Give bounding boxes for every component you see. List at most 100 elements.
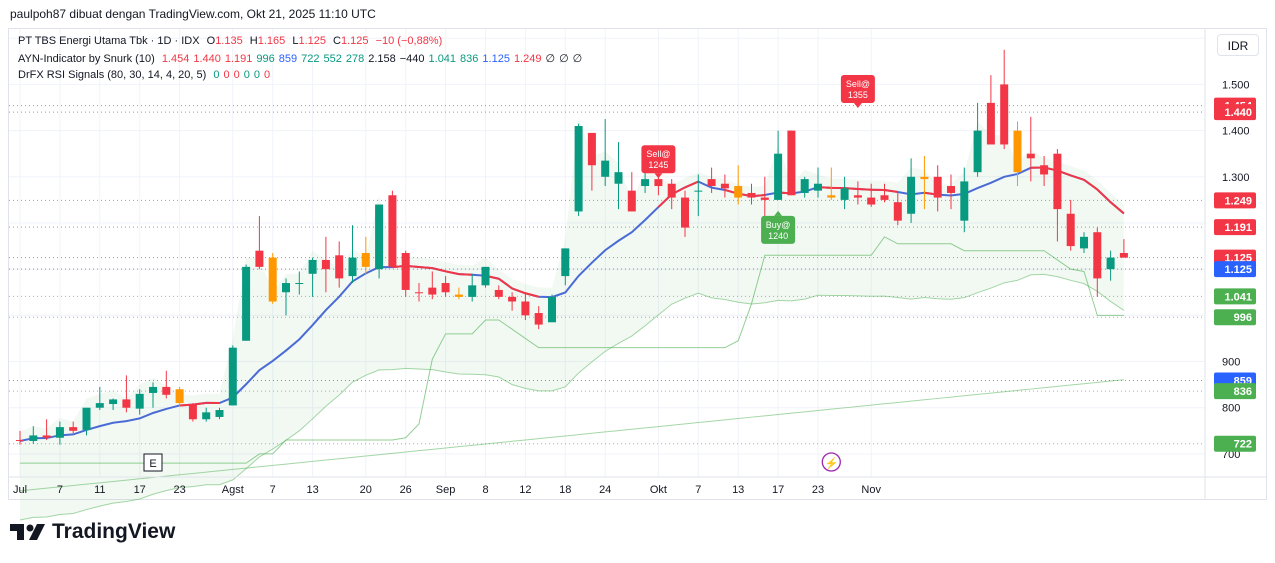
candle-body[interactable] [814,183,822,191]
candle-body[interactable] [774,153,783,200]
candle-body[interactable] [667,183,676,198]
candle-body[interactable] [641,179,650,187]
candle-body[interactable] [654,179,663,187]
candle-body[interactable] [1080,236,1088,249]
dividend-marker[interactable] [821,452,841,472]
indicator-rsi-legend[interactable]: DrFX RSI Signals (80, 30, 14, 4, 20, 5) … [18,69,278,81]
candle-body[interactable] [587,132,596,166]
candle-body[interactable] [1119,253,1128,258]
candle-body[interactable] [574,125,583,212]
candle-body[interactable] [787,130,796,196]
candle-body[interactable] [681,197,689,228]
candle-body[interactable] [468,285,477,297]
candle-body[interactable] [441,283,450,293]
candle-body[interactable] [388,195,397,267]
candle-body[interactable] [282,283,290,293]
candle-body[interactable] [401,253,410,290]
candle-body[interactable] [481,266,490,286]
candle-body[interactable] [707,179,716,187]
candle-body[interactable] [415,292,423,294]
candle-body[interactable] [95,403,104,408]
candle-body[interactable] [1093,232,1102,279]
candle-body[interactable] [29,435,38,441]
candle-body[interactable] [255,250,264,267]
candle-body[interactable] [893,202,902,221]
candle-body[interactable] [1106,257,1115,270]
candle-body[interactable] [55,427,64,438]
candle-body[interactable] [867,197,876,205]
candle-body[interactable] [494,289,503,297]
candle-body[interactable] [162,386,171,395]
candle-body[interactable] [853,195,862,198]
candle-body[interactable] [1000,84,1009,145]
symbol-name[interactable]: PT TBS Energi Utama Tbk · 1D · IDX [18,35,200,47]
candle-body[interactable] [800,179,809,193]
sell-signal-price: 1355 [848,90,868,100]
candle-body[interactable] [601,160,610,177]
buy-signal-box[interactable] [761,215,796,244]
candle-body[interactable] [175,389,184,404]
candle-body[interactable] [1013,130,1022,173]
candle-body[interactable] [920,176,929,180]
candle-body[interactable] [135,393,144,409]
candle-body[interactable] [521,301,530,316]
candle-body[interactable] [42,435,51,438]
candle-body[interactable] [361,253,370,267]
earnings-marker[interactable] [143,453,163,472]
candle-body[interactable] [228,347,237,406]
candle-body[interactable] [548,296,556,323]
candle-body[interactable] [69,427,78,431]
candle-body[interactable] [933,176,942,198]
candle-body[interactable] [561,248,570,277]
candle-body[interactable] [907,176,916,214]
sell-signal-box[interactable] [840,75,875,104]
candle-body[interactable] [747,192,756,198]
candle-body[interactable] [1053,153,1062,210]
candle-body[interactable] [308,259,317,274]
x-axis-tick-label: 7 [57,484,63,496]
candle-body[interactable] [827,195,836,198]
candle-body[interactable] [880,195,889,200]
candle-body[interactable] [734,186,743,198]
candle-body[interactable] [694,190,703,192]
candle-body[interactable] [508,296,517,302]
candle-body[interactable] [534,313,543,325]
candle-body[interactable] [1066,213,1075,247]
candle-body[interactable] [627,190,636,212]
candle-body[interactable] [16,440,24,442]
currency-button[interactable]: IDR [1217,34,1259,56]
candle-body[interactable] [986,102,995,145]
candle-body[interactable] [335,255,344,279]
candle-body[interactable] [295,283,304,285]
candle-body[interactable] [614,172,623,184]
candle-body[interactable] [720,183,729,189]
candle-body[interactable] [122,399,131,408]
symbol-legend[interactable]: PT TBS Energi Utama Tbk · 1D · IDX O1.13… [18,35,446,47]
candle-body[interactable] [268,257,277,302]
candle-body[interactable] [242,266,251,341]
candle-body[interactable] [215,410,224,417]
candle-body[interactable] [428,287,437,295]
candle-body[interactable] [321,259,330,270]
candle-body[interactable] [348,257,357,277]
candle-body[interactable] [840,188,849,200]
candle-body[interactable] [1026,153,1035,159]
candle-body[interactable] [947,186,955,193]
price-badge-label: 996 [1234,312,1252,324]
candle-body[interactable] [973,130,982,173]
candle-body[interactable] [149,386,157,393]
candle-body[interactable] [82,407,91,430]
candle-body[interactable] [454,294,463,297]
candle-body[interactable] [188,404,197,420]
indicator-ayn-name[interactable]: AYN-Indicator by Snurk (10) [18,53,155,65]
candle-body[interactable] [375,204,384,270]
candle-body[interactable] [1040,165,1049,175]
candle-body[interactable] [202,412,211,420]
sell-signal-box[interactable] [641,145,676,174]
indicator-ayn-legend[interactable]: AYN-Indicator by Snurk (10) 1.454 1.440 1.… [18,52,590,65]
candle-body[interactable] [960,181,969,221]
candle-body[interactable] [109,399,118,405]
indicator-rsi-name[interactable]: DrFX RSI Signals (80, 30, 14, 4, 20, 5) [18,69,207,81]
candle-body[interactable] [760,197,769,200]
